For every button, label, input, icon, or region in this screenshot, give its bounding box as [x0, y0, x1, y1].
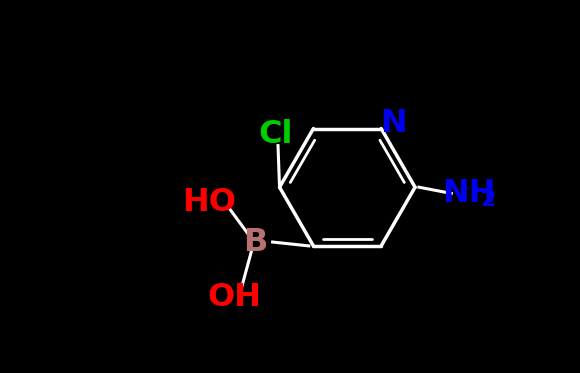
Text: N: N — [380, 109, 407, 140]
Text: 2: 2 — [480, 189, 496, 210]
Text: HO: HO — [183, 186, 237, 217]
Text: B: B — [244, 226, 268, 257]
Text: OH: OH — [207, 282, 261, 313]
Text: Cl: Cl — [259, 119, 293, 150]
Text: NH: NH — [442, 178, 496, 209]
